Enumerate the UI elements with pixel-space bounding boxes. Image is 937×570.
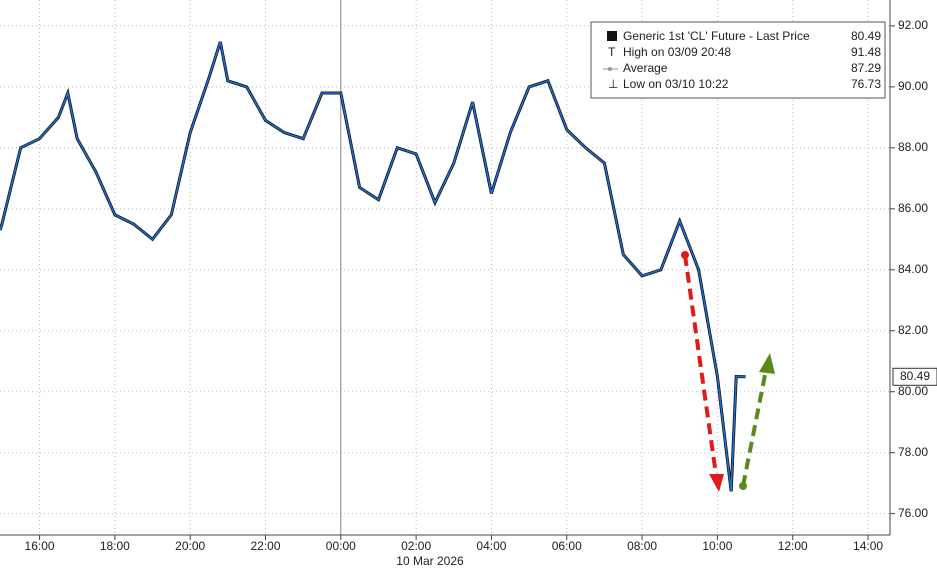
legend-label: Generic 1st 'CL' Future - Last Price: [623, 29, 810, 43]
legend-value: 91.48: [851, 45, 881, 59]
x-tick-label: 22:00: [250, 539, 280, 553]
last-price-label: 80.49: [900, 369, 930, 383]
x-tick-label: 06:00: [552, 539, 582, 553]
date-label: 10 Mar 2026: [396, 554, 464, 568]
price-line: [0, 41, 746, 492]
y-tick-label: 82.00: [898, 323, 928, 337]
y-tick-label: 92.00: [898, 18, 928, 32]
x-tick-label: 00:00: [326, 539, 356, 553]
legend-value: 87.29: [851, 61, 881, 75]
y-tick-label: 86.00: [898, 201, 928, 215]
legend: Generic 1st 'CL' Future - Last Price 80.…: [590, 21, 886, 99]
y-tick-label: 88.00: [898, 140, 928, 154]
x-tick-label: 18:00: [100, 539, 130, 553]
x-tick-label: 16:00: [25, 539, 55, 553]
x-tick-label: 14:00: [853, 539, 883, 553]
x-tick-label: 04:00: [476, 539, 506, 553]
y-tick-label: 78.00: [898, 445, 928, 459]
arrow-down: [681, 251, 724, 492]
y-tick-label: 84.00: [898, 262, 928, 276]
x-tick-label: 10:00: [702, 539, 732, 553]
svg-text:T: T: [608, 45, 616, 59]
x-tick-label: 20:00: [175, 539, 205, 553]
legend-value: 80.49: [851, 29, 881, 43]
y-tick-label: 90.00: [898, 79, 928, 93]
legend-value: 76.73: [851, 77, 881, 91]
legend-label: High on 03/09 20:48: [623, 45, 731, 59]
x-tick-label: 02:00: [401, 539, 431, 553]
y-tick-label: 80.00: [898, 384, 928, 398]
legend-label: Low on 03/10 10:22: [623, 77, 729, 91]
x-tick-label: 08:00: [627, 539, 657, 553]
last-price-tag: 80.49: [892, 367, 937, 386]
y-tick-label: 76.00: [898, 506, 928, 520]
legend-label: Average: [623, 61, 668, 75]
arrow-up: [739, 353, 775, 490]
x-tick-label: 12:00: [778, 539, 808, 553]
svg-text:⊥: ⊥: [608, 77, 618, 91]
